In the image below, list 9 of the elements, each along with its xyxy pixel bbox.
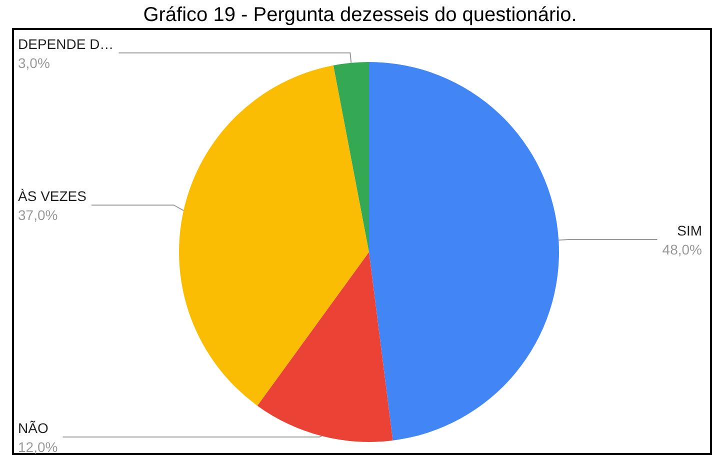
data-label: 37,0%: [18, 207, 58, 224]
slice-label: NÃO: [18, 420, 48, 436]
data-label: 12,0%: [18, 439, 58, 455]
data-label: 48,0%: [662, 241, 702, 258]
chart-title: Gráfico 19 - Pergunta dezesseis do questionário.: [143, 4, 577, 26]
slice-label: SIM: [677, 222, 702, 238]
slice-label: ÀS VEZES: [18, 188, 86, 204]
slice-label: DEPENDE D…: [18, 36, 114, 52]
data-label: 3,0%: [18, 54, 50, 71]
